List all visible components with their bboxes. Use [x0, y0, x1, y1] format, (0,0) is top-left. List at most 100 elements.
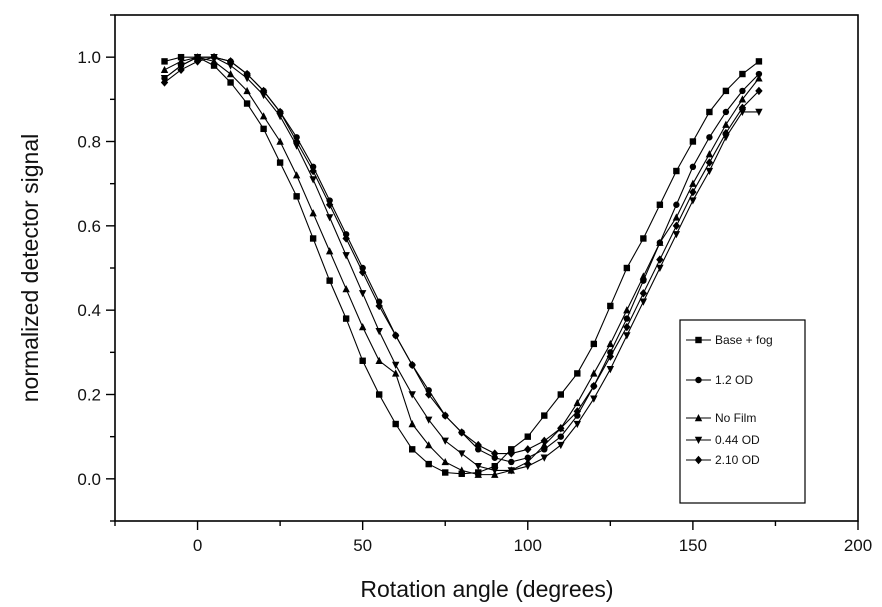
- data-point: [160, 65, 169, 74]
- data-point: [458, 450, 466, 458]
- data-point: [590, 340, 598, 348]
- data-point: [243, 75, 251, 83]
- y-tick-label: 0.6: [77, 217, 101, 236]
- x-tick-label: 150: [679, 536, 707, 555]
- data-point: [689, 179, 697, 187]
- data-point: [276, 159, 284, 166]
- data-point: [309, 235, 317, 242]
- legend: Base + fog 1.2 OD No Film 0.44 OD 2.10 OD: [679, 319, 806, 504]
- data-point: [540, 454, 548, 462]
- data-point: [623, 315, 631, 322]
- data-point: [656, 238, 664, 246]
- series-line: [164, 56, 759, 471]
- data-point: [193, 57, 202, 66]
- data-point: [458, 466, 466, 474]
- legend-label: 2.10 OD: [715, 453, 760, 467]
- data-point: [226, 70, 235, 78]
- data-point: [442, 469, 449, 476]
- data-point: [325, 247, 334, 255]
- data-point: [358, 268, 367, 277]
- data-point: [705, 158, 714, 167]
- data-point: [326, 277, 333, 284]
- data-point: [475, 446, 482, 453]
- data-point: [276, 107, 284, 117]
- series-line: [164, 56, 760, 463]
- data-point: [441, 437, 449, 445]
- data-point: [507, 449, 515, 458]
- data-point: [227, 79, 234, 86]
- data-point: [640, 235, 647, 242]
- data-point: [408, 391, 416, 399]
- data-point: [259, 86, 268, 96]
- x-axis-title: Rotation angle (degrees): [360, 576, 613, 602]
- data-point: [623, 322, 631, 332]
- data-point: [672, 231, 681, 239]
- data-point: [292, 137, 301, 146]
- data-point: [606, 352, 615, 361]
- data-point: [689, 163, 697, 170]
- data-point: [161, 58, 168, 65]
- data-point: [739, 70, 746, 78]
- data-point: [672, 221, 681, 231]
- data-point: [375, 356, 383, 364]
- data-point: [408, 360, 416, 370]
- data-point: [508, 446, 515, 453]
- data-point: [673, 167, 680, 175]
- data-point: [557, 441, 565, 450]
- data-point: [391, 369, 400, 377]
- legend-label: 1.2 OD: [715, 373, 753, 387]
- data-point: [276, 137, 284, 145]
- data-point: [259, 112, 268, 120]
- data-point: [226, 62, 235, 70]
- data-point: [375, 301, 383, 311]
- data-point: [639, 272, 648, 280]
- data-point: [491, 462, 498, 470]
- series-4: [160, 52, 763, 458]
- data-point: [689, 187, 697, 197]
- data-point: [474, 470, 482, 478]
- data-point: [656, 201, 664, 208]
- data-point: [309, 209, 317, 217]
- data-point: [573, 398, 582, 407]
- legend-marker: [694, 455, 703, 465]
- data-point: [706, 134, 713, 141]
- legend-marker: [695, 336, 702, 344]
- data-point: [474, 440, 482, 450]
- data-point: [441, 411, 449, 420]
- data-point: [656, 264, 664, 272]
- data-point: [673, 201, 680, 208]
- y-axis-title: normalized detector signal: [17, 134, 43, 402]
- data-point: [639, 298, 648, 306]
- legend-marker: [695, 376, 702, 384]
- data-point: [342, 285, 350, 293]
- data-point: [755, 86, 763, 96]
- data-point: [243, 100, 251, 107]
- data-point: [524, 445, 532, 454]
- x-tick-label: 50: [353, 536, 372, 555]
- y-tick-label: 1.0: [77, 48, 101, 67]
- data-point: [358, 290, 367, 298]
- data-point: [557, 433, 564, 440]
- data-point: [160, 78, 169, 87]
- data-point: [540, 436, 548, 446]
- data-point: [491, 454, 498, 461]
- data-point: [425, 460, 432, 468]
- data-point: [425, 441, 433, 449]
- data-point: [358, 323, 367, 331]
- data-point: [623, 306, 631, 314]
- data-point: [524, 462, 532, 471]
- data-point: [755, 70, 763, 78]
- data-point: [557, 424, 565, 433]
- data-point: [606, 339, 615, 348]
- data-point: [722, 128, 730, 138]
- x-tick-label: 200: [844, 536, 872, 555]
- x-tick-label: 0: [193, 536, 202, 555]
- data-point: [375, 328, 383, 336]
- data-point: [293, 193, 300, 200]
- data-point: [755, 74, 763, 82]
- data-point: [590, 369, 598, 377]
- data-point: [226, 57, 235, 66]
- data-point: [705, 167, 714, 176]
- data-point: [392, 420, 399, 428]
- data-point: [706, 108, 713, 116]
